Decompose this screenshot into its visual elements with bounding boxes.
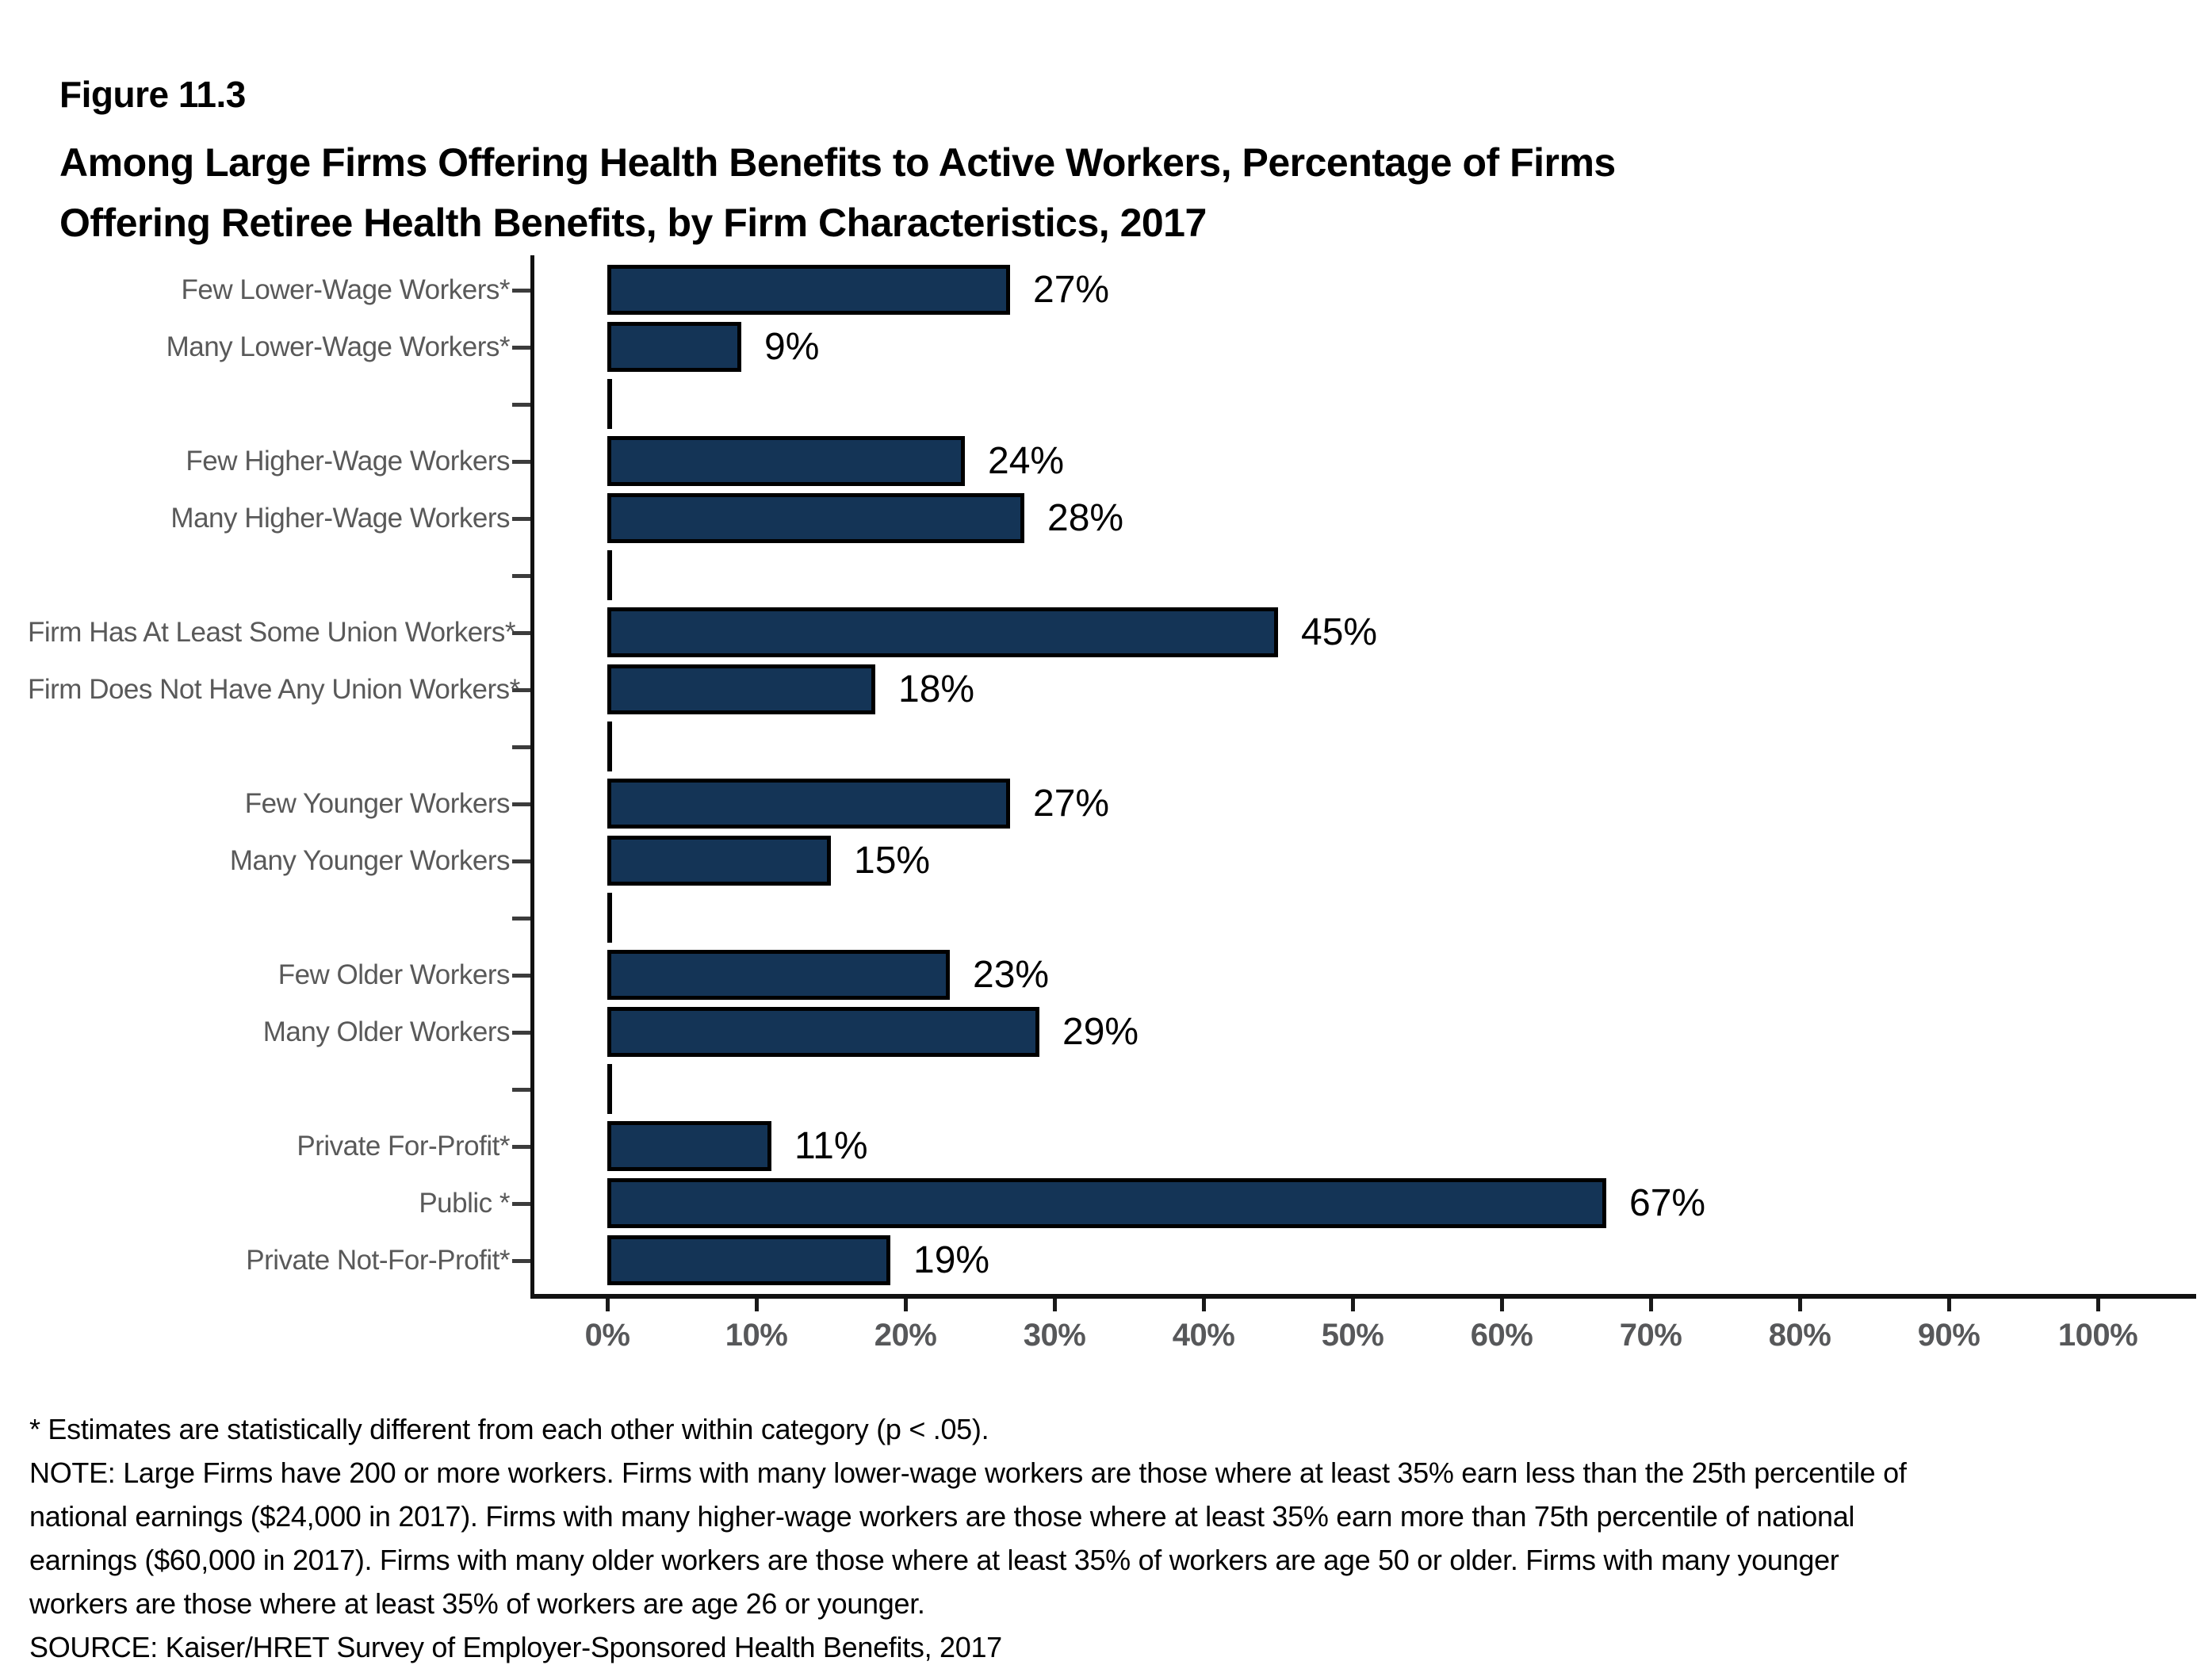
x-axis-tick <box>1053 1299 1057 1311</box>
x-axis-tick <box>755 1299 759 1311</box>
bar <box>607 1007 1039 1057</box>
value-label: 15% <box>854 840 931 882</box>
x-axis-tick-label: 0% <box>584 1318 630 1353</box>
category-label: Many Older Workers <box>262 1016 511 1047</box>
category-tick <box>512 460 530 464</box>
category-label: Few Younger Workers <box>244 788 511 819</box>
category-label: Public * <box>419 1188 510 1219</box>
value-label: 27% <box>1033 783 1110 825</box>
category-tick <box>512 917 530 921</box>
value-label: 29% <box>1062 1011 1139 1053</box>
category-label: Few Lower-Wage Workers* <box>181 274 511 305</box>
category-label: Many Higher-Wage Workers <box>170 503 510 534</box>
category-tick <box>512 1088 530 1092</box>
zero-bar-stub <box>607 893 612 943</box>
note-line: NOTE: Large Firms have 200 or more worke… <box>29 1456 1907 1489</box>
x-axis-tick-label: 100% <box>2057 1318 2138 1353</box>
category-tick <box>512 346 530 350</box>
x-axis-tick-label: 90% <box>1917 1318 1980 1353</box>
bar <box>607 836 831 886</box>
x-axis-tick-label: 70% <box>1619 1318 1682 1353</box>
value-label: 27% <box>1033 269 1110 311</box>
note-line: * Estimates are statistically different … <box>29 1413 989 1445</box>
note-line: workers are those where at least 35% of … <box>29 1587 925 1620</box>
bar <box>607 322 741 372</box>
figure-title-line1: Among Large Firms Offering Health Benefi… <box>59 140 1616 185</box>
category-label: Firm Does Not Have Any Union Workers* <box>28 674 520 705</box>
category-tick <box>512 574 530 578</box>
category-label: Firm Has At Least Some Union Workers* <box>28 617 515 648</box>
category-label: Many Lower-Wage Workers* <box>166 331 511 362</box>
bar <box>607 265 1010 315</box>
bar <box>607 1121 771 1171</box>
bar <box>607 493 1024 543</box>
category-tick <box>512 1259 530 1263</box>
x-axis-tick-label: 60% <box>1470 1318 1533 1353</box>
x-axis-tick <box>606 1299 610 1311</box>
y-axis-line <box>530 255 534 1299</box>
note-line: national earnings ($24,000 in 2017). Fir… <box>29 1500 1855 1533</box>
x-axis-tick <box>1798 1299 1802 1311</box>
category-tick <box>512 745 530 749</box>
zero-bar-stub <box>607 379 612 429</box>
value-label: 23% <box>973 954 1050 996</box>
x-axis-tick <box>1500 1299 1504 1311</box>
bar <box>607 664 875 714</box>
x-axis-tick <box>1947 1299 1951 1311</box>
figure-title-line2: Offering Retiree Health Benefits, by Fir… <box>59 201 1207 245</box>
value-label: 18% <box>898 668 975 710</box>
bar <box>607 1235 890 1285</box>
value-label: 67% <box>1629 1182 1706 1224</box>
x-axis-tick-label: 10% <box>725 1318 788 1353</box>
x-axis-tick-label: 40% <box>1172 1318 1235 1353</box>
category-label: Few Higher-Wage Workers <box>186 446 510 477</box>
category-tick <box>512 631 530 635</box>
value-label: 24% <box>988 440 1065 482</box>
figure-number: Figure 11.3 <box>59 74 246 115</box>
category-tick <box>512 974 530 978</box>
x-axis-tick-label: 30% <box>1023 1318 1086 1353</box>
bar <box>607 1178 1606 1228</box>
x-axis-tick-label: 50% <box>1321 1318 1384 1353</box>
category-label: Few Older Workers <box>277 959 511 990</box>
value-label: 28% <box>1047 497 1124 539</box>
zero-bar-stub <box>607 722 612 771</box>
value-label: 11% <box>794 1125 868 1167</box>
category-tick <box>512 403 530 407</box>
bar <box>607 436 965 486</box>
value-label: 19% <box>913 1239 990 1281</box>
zero-bar-stub <box>607 1064 612 1114</box>
x-axis-tick <box>1649 1299 1653 1311</box>
note-line: earnings ($60,000 in 2017). Firms with m… <box>29 1544 1839 1576</box>
source-line: SOURCE: Kaiser/HRET Survey of Employer-S… <box>29 1631 1002 1663</box>
x-axis-tick <box>1202 1299 1206 1311</box>
x-axis-tick <box>904 1299 908 1311</box>
x-axis-line <box>530 1294 2196 1299</box>
category-tick <box>512 517 530 521</box>
value-label: 45% <box>1301 611 1378 653</box>
category-tick <box>512 1031 530 1035</box>
category-tick <box>512 1202 530 1206</box>
x-axis-tick-label: 20% <box>874 1318 937 1353</box>
category-label: Many Younger Workers <box>229 845 511 876</box>
value-label: 9% <box>764 326 820 368</box>
category-tick <box>512 859 530 863</box>
bar <box>607 950 950 1000</box>
category-label: Private Not-For-Profit* <box>246 1245 510 1276</box>
x-axis-tick <box>2096 1299 2100 1311</box>
category-tick <box>512 289 530 293</box>
category-tick <box>512 802 530 806</box>
x-axis-tick-label: 80% <box>1768 1318 1831 1353</box>
bar <box>607 779 1010 829</box>
category-tick <box>512 1145 530 1149</box>
category-label: Private For-Profit* <box>297 1131 510 1162</box>
bar <box>607 607 1278 657</box>
zero-bar-stub <box>607 550 612 600</box>
x-axis-tick <box>1351 1299 1355 1311</box>
category-tick <box>512 688 530 692</box>
